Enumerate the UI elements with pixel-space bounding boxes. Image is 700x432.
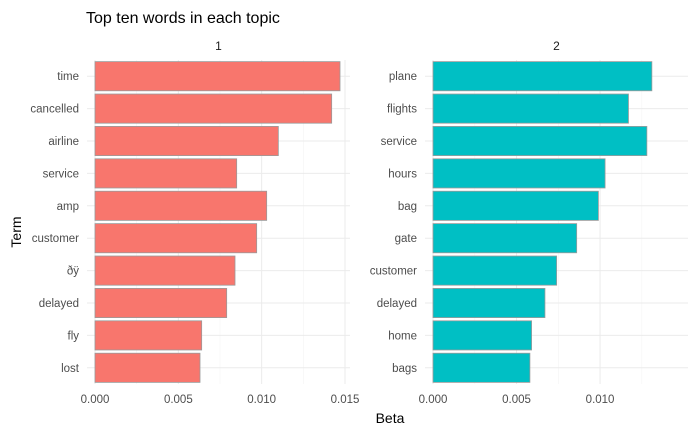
y-tick-label: bags — [392, 363, 417, 375]
bar — [94, 255, 236, 286]
bar — [94, 190, 268, 221]
y-tick-label: time — [57, 71, 79, 83]
y-tick-label: customer — [32, 233, 79, 245]
y-tick-label: lost — [61, 363, 80, 375]
bar — [94, 352, 201, 383]
y-tick-label: fly — [68, 330, 80, 342]
bar — [432, 352, 531, 383]
y-tick-label: gate — [395, 233, 417, 245]
bar — [94, 93, 333, 124]
bar — [432, 255, 558, 286]
bar — [432, 190, 599, 221]
y-tick-label: service — [43, 168, 79, 180]
bar — [432, 223, 578, 254]
x-tick-label: 0.010 — [247, 394, 276, 406]
x-tick-label: 0.005 — [164, 394, 193, 406]
bar — [94, 320, 203, 351]
facet-strip-label: 2 — [553, 39, 560, 53]
bar — [94, 61, 341, 92]
x-tick-label: 0.000 — [81, 394, 110, 406]
y-tick-label: plane — [389, 71, 417, 83]
x-tick-label: 0.005 — [502, 394, 531, 406]
chart-title: Top ten words in each topic — [86, 10, 280, 27]
y-tick-label: amp — [57, 201, 79, 213]
panel-2: 2 plane flights service hours bag gate customer… — [370, 39, 688, 406]
bar — [432, 61, 653, 92]
y-tick-label: home — [388, 330, 417, 342]
panels-layer: 1 time cancelled airline service amp customer ð… — [30, 39, 688, 406]
bar — [432, 93, 629, 124]
bar — [94, 223, 258, 254]
y-tick-label: delayed — [377, 298, 417, 310]
bar — [432, 126, 648, 156]
bar — [94, 288, 228, 318]
y-tick-label: service — [381, 136, 417, 148]
y-tick-label: flights — [387, 104, 417, 116]
x-axis-title: Beta — [376, 410, 405, 426]
y-axis-title: Term — [8, 216, 24, 247]
x-tick-label: 0.015 — [331, 394, 360, 406]
y-tick-label: hours — [388, 168, 417, 180]
bar — [432, 320, 532, 351]
facet-strip-label: 1 — [215, 39, 222, 53]
bar — [94, 158, 238, 189]
y-tick-label: cancelled — [30, 104, 79, 116]
y-tick-label: customer — [370, 266, 417, 278]
y-tick-label: delayed — [39, 298, 79, 310]
bar — [94, 126, 279, 156]
x-tick-label: 0.010 — [586, 394, 615, 406]
bar — [432, 158, 606, 189]
y-tick-label: bag — [398, 201, 417, 213]
bar — [432, 288, 546, 318]
x-tick-label: 0.000 — [419, 394, 448, 406]
y-tick-label: ðÿ — [67, 266, 79, 278]
panel-1: 1 time cancelled airline service amp customer ð… — [30, 39, 359, 406]
y-tick-label: airline — [48, 136, 79, 148]
